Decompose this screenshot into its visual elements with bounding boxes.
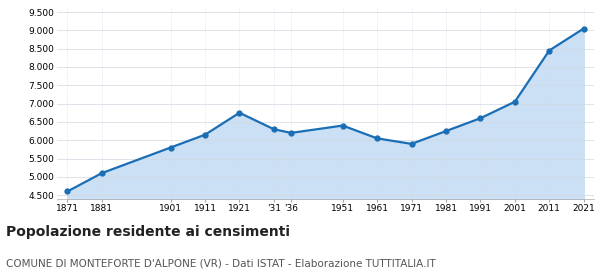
Text: COMUNE DI MONTEFORTE D'ALPONE (VR) - Dati ISTAT - Elaborazione TUTTITALIA.IT: COMUNE DI MONTEFORTE D'ALPONE (VR) - Dat…	[6, 259, 436, 269]
Text: Popolazione residente ai censimenti: Popolazione residente ai censimenti	[6, 225, 290, 239]
